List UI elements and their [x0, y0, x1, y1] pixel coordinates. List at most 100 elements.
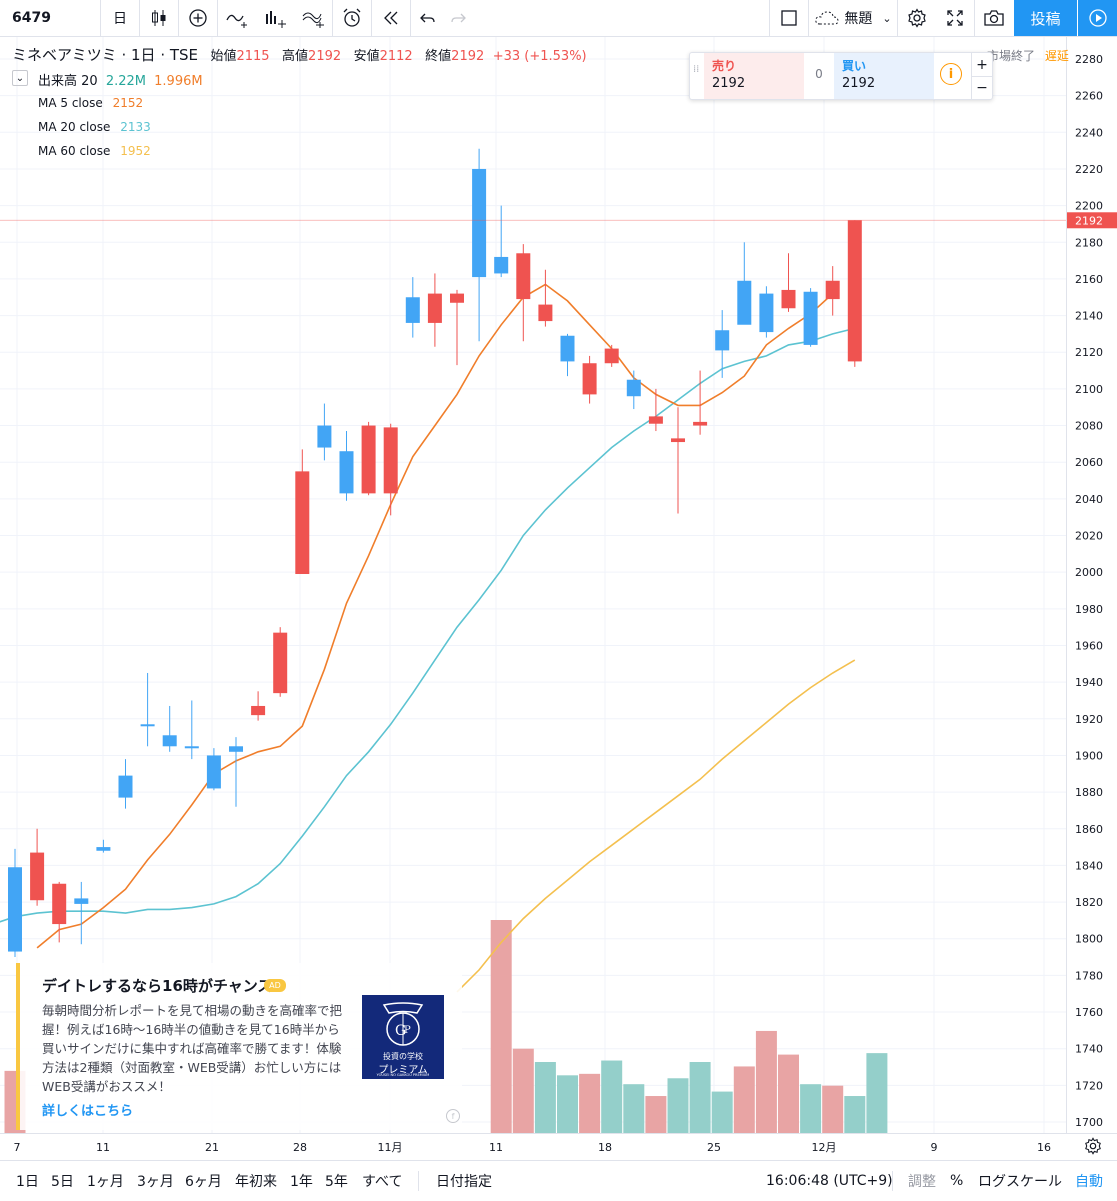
range-label: 5年 [325, 1174, 348, 1190]
ad-title: デイトレするなら16時がチャンス [42, 977, 273, 995]
spread-value: 0 [815, 67, 823, 81]
divider [139, 0, 140, 36]
trade-widget: ⁞⁞ 売り 2192 0 買い 2192 i + − [689, 52, 993, 100]
volume-bar [822, 1085, 844, 1133]
replay-button[interactable] [372, 0, 410, 36]
candle-style-button[interactable] [140, 0, 178, 36]
quantity-decrease-button[interactable]: − [971, 76, 992, 99]
range-all[interactable]: すべて [362, 1161, 402, 1201]
save-layout-button[interactable]: 無題 ⌄ [809, 0, 897, 36]
range-5d[interactable]: 5日 [51, 1161, 74, 1201]
ad-close-icon[interactable]: f [446, 1109, 460, 1123]
candle-body [693, 421, 708, 426]
time-tick-label: 12月 [812, 1141, 837, 1154]
info-icon[interactable]: i [940, 63, 962, 85]
range-1y[interactable]: 1年 [290, 1161, 313, 1201]
minus-icon: − [976, 79, 988, 96]
quantity-increase-button[interactable]: + [971, 53, 992, 77]
volume-bar [534, 1062, 556, 1133]
play-button[interactable] [1078, 0, 1117, 36]
market-status: 市場終了 遅延 [987, 47, 1069, 64]
ma20-legend[interactable]: MA 20 close 2133 [38, 120, 151, 134]
range-3m[interactable]: 3ヶ月 [137, 1161, 174, 1201]
templates-icon [302, 12, 324, 28]
legend-collapse-button[interactable]: ⌄ [12, 70, 28, 86]
interval-button[interactable]: 日 [101, 0, 139, 36]
fullscreen-layout-button[interactable] [770, 0, 808, 36]
chart-settings-button[interactable] [1084, 1137, 1102, 1159]
snapshot-button[interactable] [975, 0, 1013, 36]
time-tick-label: 25 [707, 1141, 721, 1154]
auto-scale-button[interactable]: 自動 [1075, 1161, 1103, 1201]
range-6m[interactable]: 6ヶ月 [185, 1161, 222, 1201]
candle-body [604, 348, 619, 364]
high-value: 2192 [308, 49, 342, 64]
ad-banner[interactable]: デイトレするなら16時がチャンス AD 毎朝時間分析レポートを見て相場の動きを高… [16, 963, 462, 1130]
range-1d[interactable]: 1日 [16, 1161, 39, 1201]
candle-body [339, 451, 354, 494]
volume-bar [733, 1066, 755, 1133]
candle-body [427, 293, 442, 323]
time-tick-label: 9 [931, 1141, 938, 1154]
ad-link[interactable]: 詳しくはこちら [42, 1104, 134, 1119]
price-tick-label: 1840 [1075, 859, 1103, 872]
low-value: 2112 [379, 49, 413, 64]
ma20-value: 2133 [120, 120, 151, 134]
price-tick-label: 1820 [1075, 896, 1103, 909]
range-1m[interactable]: 1ヶ月 [87, 1161, 124, 1201]
ad-logo: G P 投資の学校 プレミアム YOUSEI NO GAKKOU PREMIUM [362, 995, 444, 1079]
alert-button[interactable] [333, 0, 371, 36]
auto-label: 自動 [1075, 1174, 1103, 1190]
range-label: 1年 [290, 1174, 313, 1190]
candle-body [361, 425, 376, 494]
price-tick-label: 2060 [1075, 456, 1103, 469]
ad-logo-sub: プレミアム [378, 1065, 428, 1076]
buy-price: 2192 [842, 76, 876, 91]
clock[interactable]: 16:06:48 (UTC+9) [766, 1161, 893, 1201]
sell-button[interactable]: 売り 2192 [704, 53, 804, 99]
indicators-button[interactable] [218, 0, 256, 36]
redo-button[interactable] [441, 0, 475, 36]
svg-text:P: P [404, 1025, 411, 1036]
date-range-label: 日付指定 [436, 1174, 492, 1190]
ma5-label: MA 5 close [38, 96, 103, 110]
adjust-button[interactable]: 調整 [908, 1161, 936, 1201]
layout-title: 無題 [844, 11, 873, 27]
percent-button[interactable]: % [950, 1161, 963, 1201]
price-tick-label: 2140 [1075, 310, 1103, 323]
top-toolbar: 6479 日 無題 ⌄ [0, 0, 1117, 37]
ma5-legend[interactable]: MA 5 close 2152 [38, 96, 143, 110]
bars-button[interactable] [256, 0, 294, 36]
buy-button[interactable]: 買い 2192 [834, 53, 934, 99]
log-scale-button[interactable]: ログスケール [978, 1161, 1062, 1201]
symbol-search-button[interactable]: 6479 [0, 0, 100, 36]
log-label: ログスケール [978, 1174, 1062, 1190]
range-ytd[interactable]: 年初来 [235, 1161, 277, 1201]
range-5y[interactable]: 5年 [325, 1161, 348, 1201]
ma60-line [456, 659, 856, 993]
templates-button[interactable] [294, 0, 332, 36]
undo-button[interactable] [411, 0, 445, 36]
change-value: +33 (+1.53%) [492, 49, 587, 64]
price-chart[interactable] [0, 37, 1066, 1133]
volume-legend[interactable]: 出来高 20 2.22M 1.996M [38, 70, 203, 89]
price-axis[interactable]: 1700 1720 1740 1760 1780 1800 1820 1840 1860 1880… [1066, 37, 1117, 1133]
ma5-line [36, 283, 834, 949]
time-axis[interactable]: 7 11 21 28 11月 11 18 25 12月 9 16 [0, 1133, 1117, 1160]
settings-button[interactable] [898, 0, 936, 36]
candle-body [781, 289, 796, 309]
fullscreen-button[interactable] [936, 0, 974, 36]
candle-body [450, 293, 464, 303]
ma60-legend[interactable]: MA 60 close 1952 [38, 144, 151, 158]
high-label: 高値 [282, 49, 309, 64]
range-label: 3ヶ月 [137, 1174, 174, 1190]
compare-button[interactable] [179, 0, 217, 36]
post-button[interactable]: 投稿 [1014, 0, 1077, 36]
chevron-down-icon: ⌄ [15, 72, 25, 84]
chart-pane[interactable] [0, 37, 1066, 1133]
market-closed-label: 市場終了 [987, 49, 1036, 63]
date-range-button[interactable]: 日付指定 [436, 1161, 492, 1201]
drag-handle-icon[interactable]: ⁞⁞ [693, 64, 700, 75]
range-label: 年初来 [235, 1174, 277, 1190]
bars-plus-icon [266, 11, 286, 28]
